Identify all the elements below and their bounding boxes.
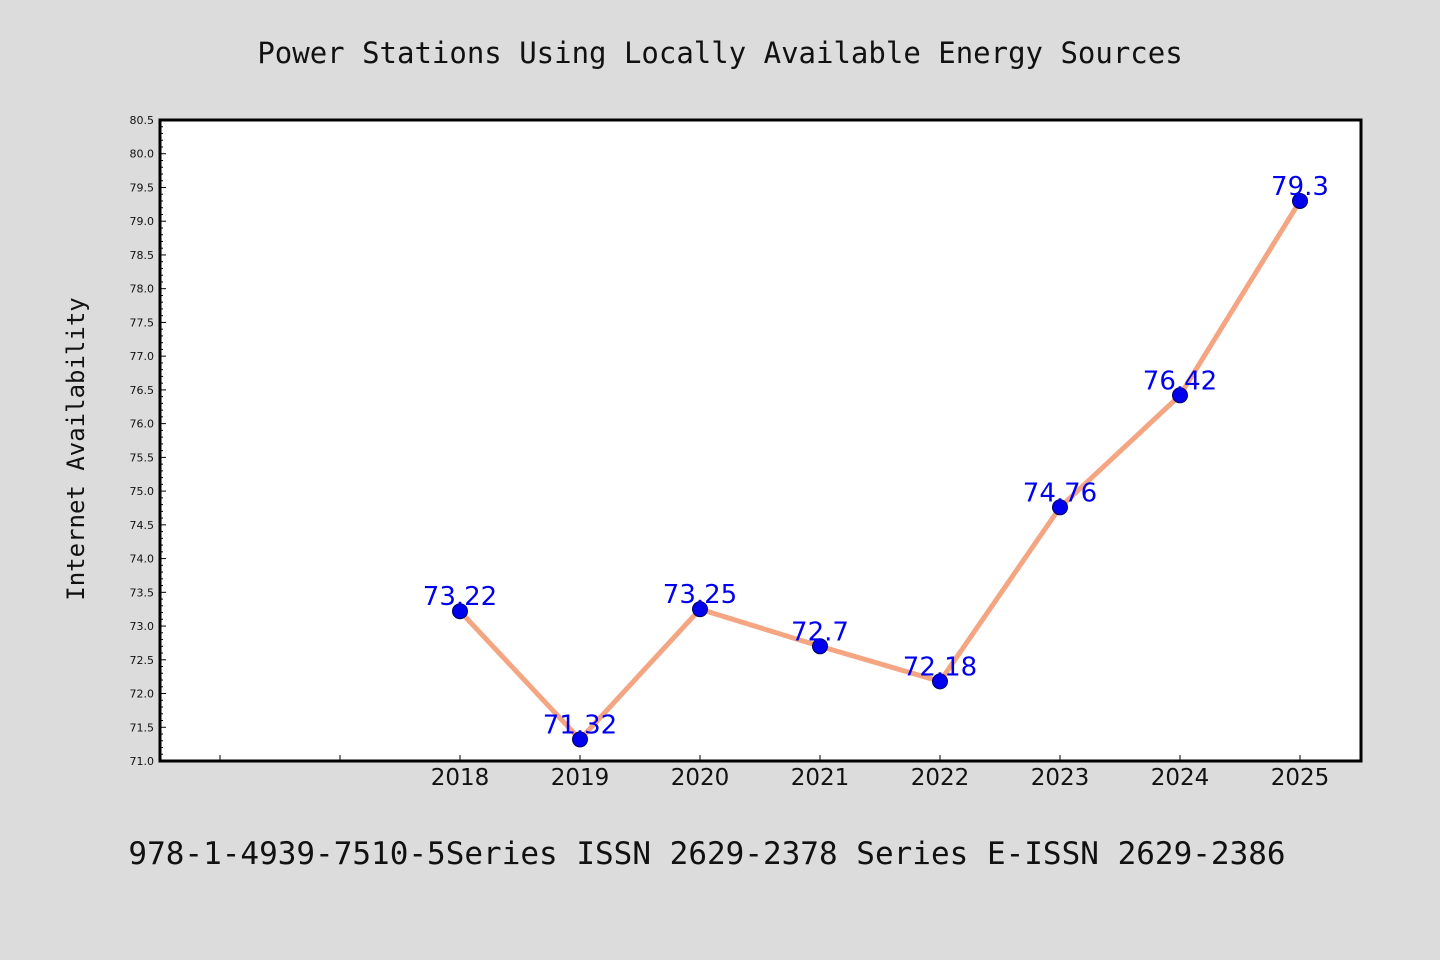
- data-label: 72.7: [791, 617, 849, 647]
- data-label: 73.25: [663, 580, 737, 610]
- x-tick-label: 2025: [1271, 765, 1330, 791]
- y-tick-label: 72.0: [130, 688, 155, 701]
- y-tick-label: 71.0: [130, 755, 155, 768]
- x-tick-label: 2020: [671, 765, 730, 791]
- y-tick-label: 76.5: [130, 384, 155, 397]
- y-tick-label: 73.5: [130, 586, 155, 599]
- y-axis-ticks: 71.0 71.5 72.0 72.5 73.0 73.5 74.0 74.5 75.0 75.5…: [130, 114, 166, 768]
- y-tick-label: 75.0: [130, 485, 155, 498]
- y-tick-label: 78.5: [130, 249, 155, 262]
- x-tick-label: 2023: [1031, 765, 1090, 791]
- data-label: 76.42: [1143, 366, 1217, 396]
- y-tick-label: 80.5: [130, 114, 155, 127]
- y-tick-label: 79.5: [130, 181, 155, 194]
- data-point: [1172, 387, 1188, 404]
- x-axis-ticks: 2018 2019 2020 2021 2022 2023 2024 2025: [219, 755, 1330, 791]
- data-point: [692, 601, 708, 618]
- data-label: 79.3: [1271, 172, 1329, 202]
- y-tick-label: 74.0: [130, 553, 155, 566]
- footer-text: 978-1-4939-7510-5Series ISSN 2629-2378 S…: [128, 836, 1285, 872]
- y-tick-label: 74.5: [130, 519, 155, 532]
- y-tick-label: 75.5: [130, 451, 155, 464]
- y-tick-label: 77.0: [130, 350, 155, 363]
- y-axis-label: Internet Availability: [62, 297, 90, 600]
- x-tick-label: 2018: [431, 765, 490, 791]
- y-tick-label: 73.0: [130, 620, 155, 633]
- data-point: [812, 638, 828, 655]
- data-label: 73.22: [423, 582, 497, 612]
- data-label: 71.32: [543, 710, 617, 740]
- y-tick-label: 79.0: [130, 215, 155, 228]
- data-point: [1292, 192, 1308, 209]
- chart-title: Power Stations Using Locally Available E…: [257, 36, 1182, 70]
- x-tick-label: 2021: [791, 765, 850, 791]
- x-tick-label: 2022: [911, 765, 970, 791]
- y-tick-label: 77.5: [130, 316, 155, 329]
- data-point: [932, 673, 948, 690]
- data-point: [1052, 499, 1068, 516]
- series-line: [457, 198, 1303, 742]
- y-tick-label: 80.0: [130, 148, 155, 161]
- plot-area: [158, 118, 1363, 763]
- y-tick-label: 78.0: [130, 283, 155, 296]
- data-point: [572, 731, 588, 748]
- data-labels: 73.22 71.32 73.25 72.7 72.18 74.76 76.42 79.3: [423, 172, 1329, 740]
- y-tick-label: 71.5: [130, 721, 155, 734]
- y-tick-label: 76.0: [130, 418, 155, 431]
- series-group: [452, 192, 1308, 748]
- x-tick-label: 2024: [1151, 765, 1210, 791]
- y-tick-label: 72.5: [130, 654, 155, 667]
- data-point: [452, 603, 468, 620]
- data-label: 72.18: [903, 652, 977, 682]
- x-tick-label: 2019: [551, 765, 610, 791]
- data-label: 74.76: [1023, 478, 1097, 508]
